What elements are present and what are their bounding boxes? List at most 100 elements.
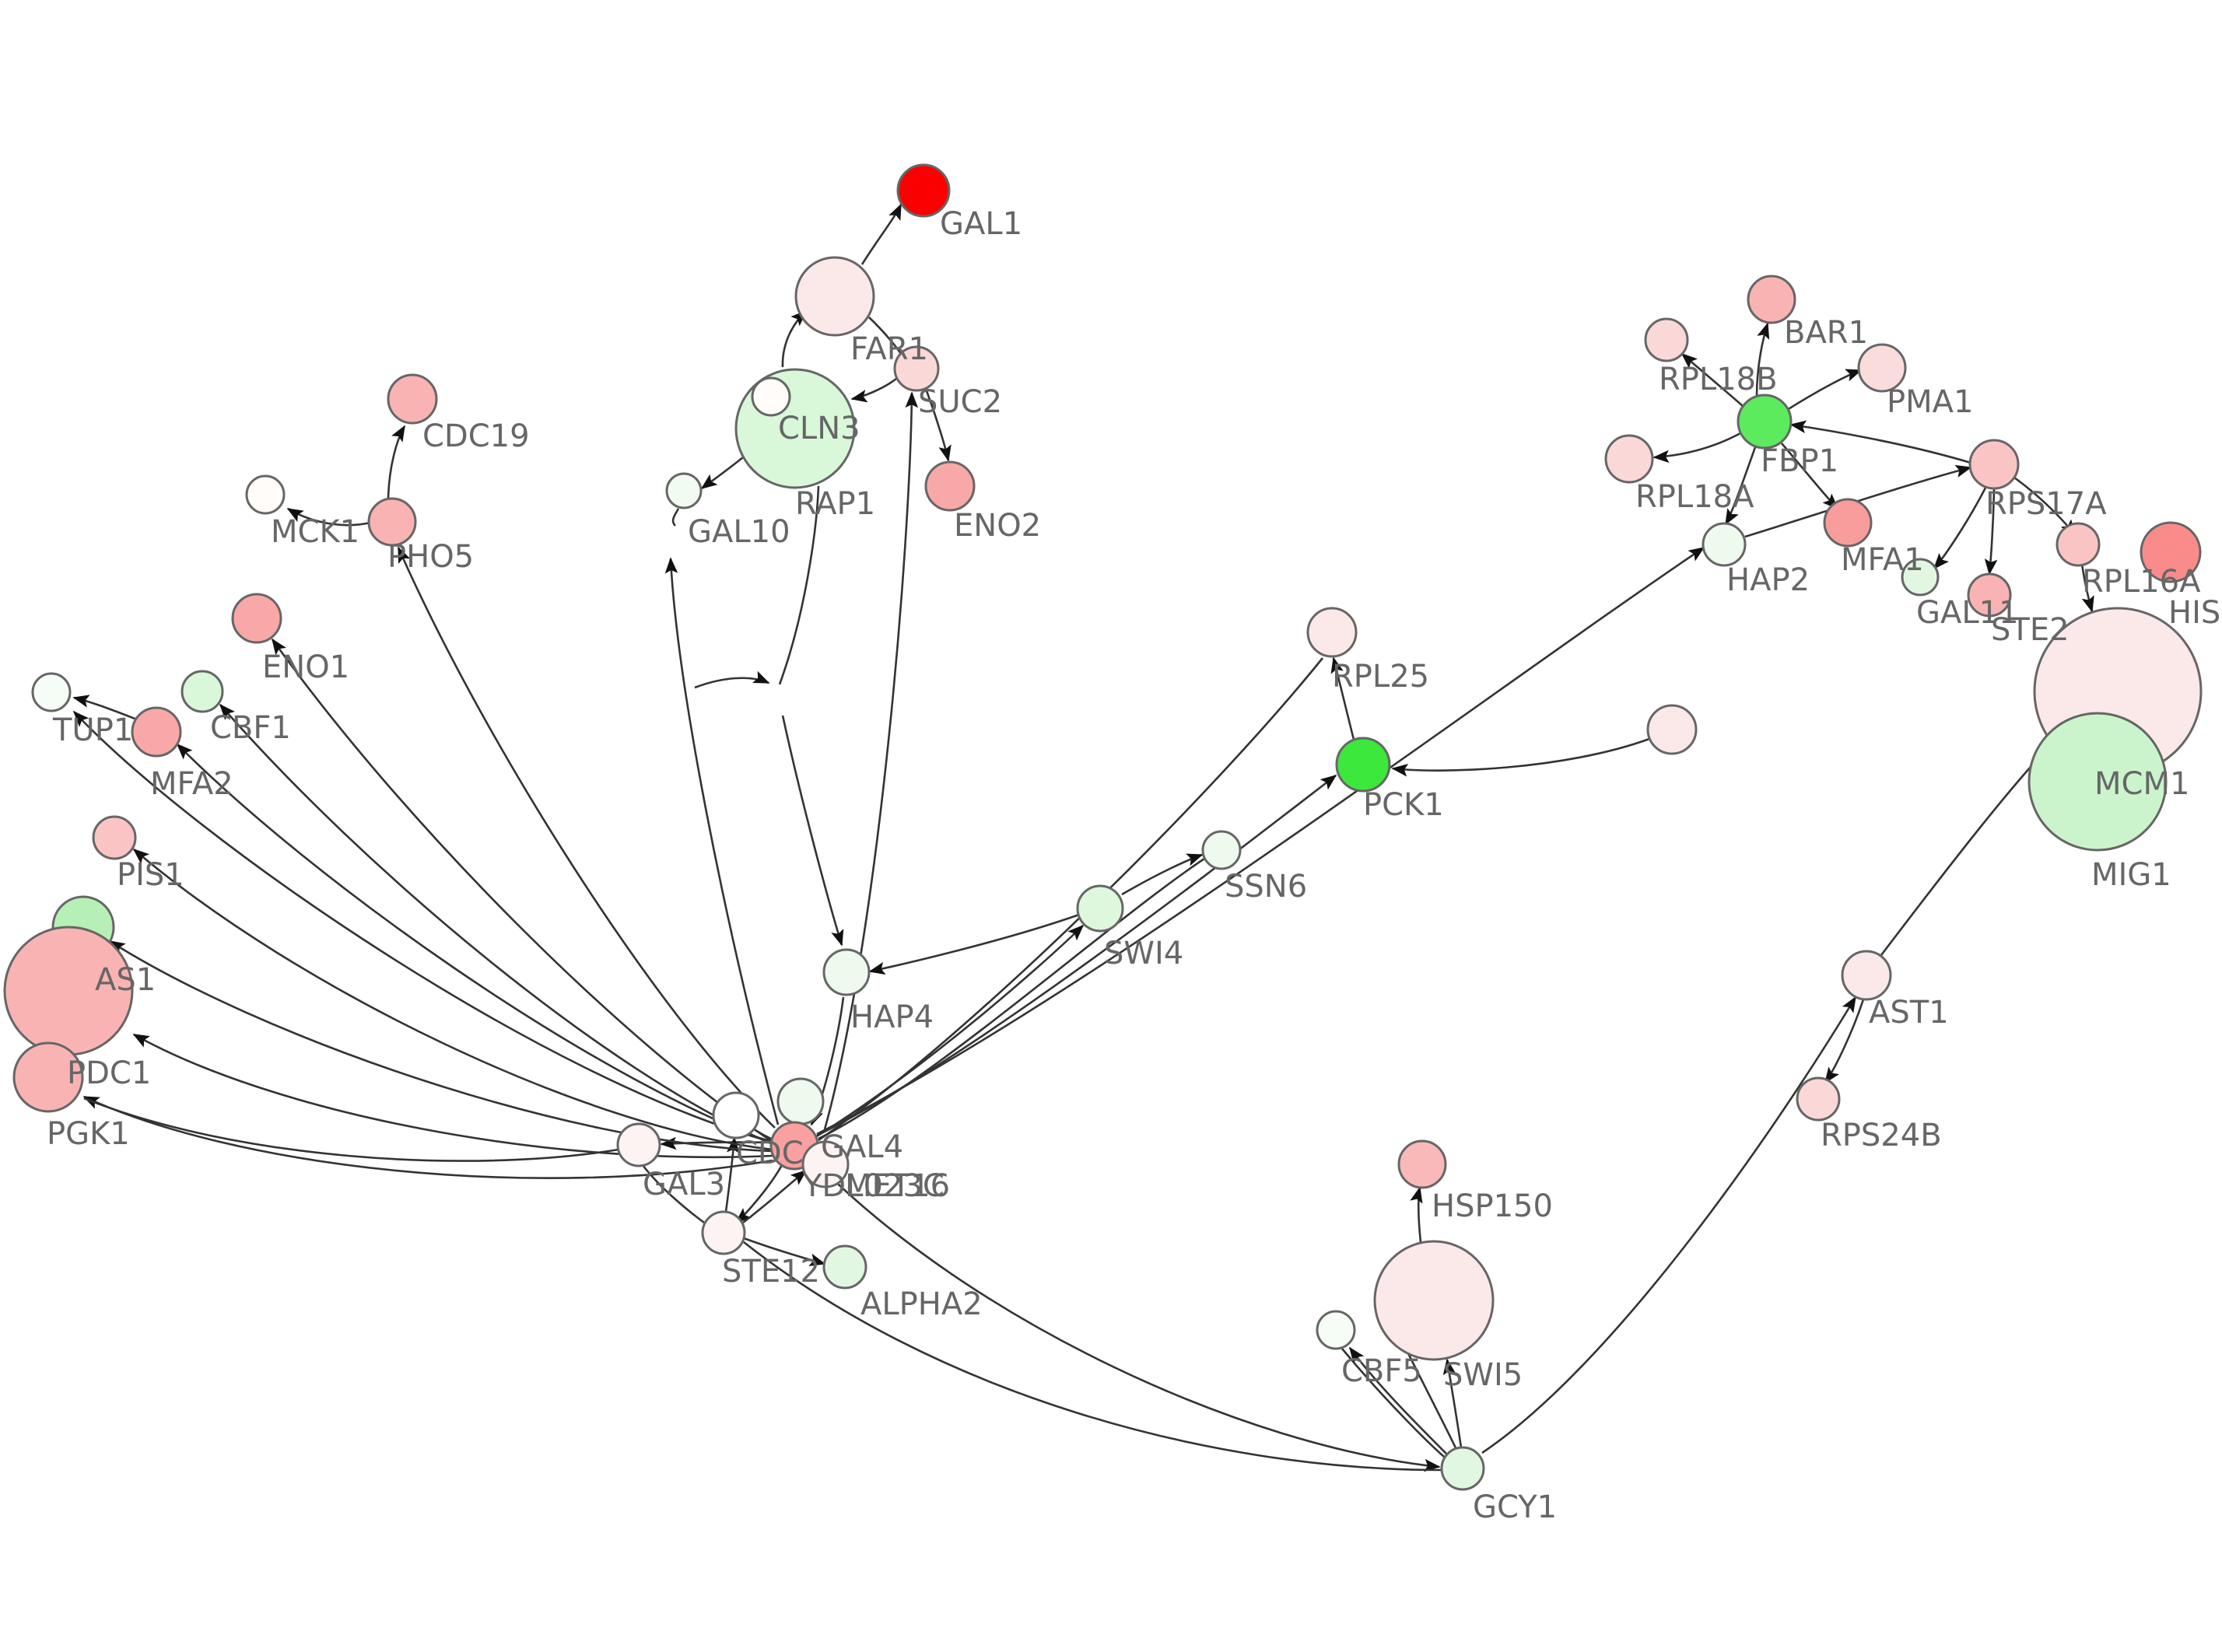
node-label-cbf5: CBF5 [1341,1353,1422,1389]
node-gal3[interactable] [616,1122,661,1167]
node-ast1_right[interactable] [1646,704,1698,755]
edge-far1-to-gal1 [860,203,902,265]
node-gal11[interactable] [1901,558,1940,597]
node-mfa1[interactable] [1823,498,1873,548]
edge-ast1_right-to-pck1 [1391,737,1650,777]
node-label-pdc1: PDC1 [67,1055,151,1091]
node-gcy1[interactable] [1440,1446,1485,1491]
node-cbf5[interactable] [1316,1310,1356,1350]
edge-gal4-to-pis1 [132,848,773,1151]
node-met16[interactable] [776,1077,825,1125]
node-label-cln3: CLN3 [778,411,860,446]
node-label-as1: AS1 [95,962,156,998]
edge-suc2-to-cln3 [850,377,897,403]
edges-layer [72,203,2094,1472]
node-ast1[interactable] [1841,950,1892,1001]
node-far1[interactable] [794,256,875,337]
node-gal1[interactable] [896,163,951,218]
node-mck1[interactable] [245,474,286,515]
node-label-pis1: PIS1 [117,857,184,893]
edge-swi4-to-ssn6 [1121,853,1204,896]
node-label-ste2: STE2 [1991,612,2070,648]
node-pma1[interactable] [1857,343,1907,393]
node-swi4[interactable] [1076,884,1124,933]
node-label-rpl16a: RPL16A [2082,564,2201,600]
edge-gal4-to-mfa2 [176,743,773,1145]
edge-gal80-to-mud2 [694,670,770,689]
node-rps24b[interactable] [1796,1076,1841,1122]
edge-ste12-to-alpha2 [743,1237,826,1266]
node-cbf1[interactable] [180,670,224,713]
edge-gal4-to-ssn6 [818,857,1205,1140]
node-alpha2[interactable] [822,1244,867,1290]
node-rpl25[interactable] [1306,607,1358,658]
node-rpl18b[interactable] [1644,317,1689,362]
node-rps17a[interactable] [1968,439,2020,490]
node-label-cdc: CDC [736,1136,804,1171]
node-label-met16: MET16 [845,1168,950,1204]
node-eno2[interactable] [924,460,976,512]
node-mfa2[interactable] [131,706,182,758]
edge-cln3-to-gal10 [700,456,744,490]
node-fbp1[interactable] [1737,394,1793,450]
edge-fbp1-to-bar1 [1755,322,1770,397]
node-hap4[interactable] [822,948,871,996]
edge-cbf5-to-gcy1 [1341,1348,1449,1462]
node-label-pck1: PCK1 [1363,787,1444,823]
node-ste12[interactable] [701,1210,746,1255]
edge-gcy1-to-cbf5 [1348,1346,1449,1457]
edge-mud2-to-hap4 [781,715,844,947]
node-label-rpl18a: RPL18A [1635,479,1754,515]
edge-mud2-to-cln3 [778,485,820,685]
edge-gal4-to-cbf1 [219,703,773,1146]
edge-ste12-to-gcy1 [743,1241,1442,1472]
node-label-suc2: SUC2 [918,384,1002,420]
node-rpl16a[interactable] [2056,522,2101,567]
node-label-gcy1: GCY1 [1473,1489,1557,1525]
node-cdc[interactable] [712,1091,760,1139]
edge-fbp1-to-rpl18a [1652,432,1741,464]
edge-fbp1-to-pma1 [1786,369,1863,411]
edge-pck1-to-rpl25 [1330,656,1355,740]
node-label-far1: FAR1 [850,331,928,367]
node-rpl18a[interactable] [1604,434,1654,484]
node-eno1[interactable] [231,593,282,644]
edge-fbp1-to-hap2 [1724,446,1757,526]
node-ydl023c[interactable] [801,1140,850,1188]
node-suc2[interactable] [893,345,940,392]
node-pho5[interactable] [367,497,417,547]
node-hsp150[interactable] [1397,1139,1447,1189]
node-cdc19[interactable] [387,373,438,425]
node-ssn6[interactable] [1201,830,1242,870]
node-hap2[interactable] [1702,522,1747,567]
node-his4[interactable] [2140,521,2202,583]
node-pis1[interactable] [92,815,137,860]
node-tup1[interactable] [31,672,72,712]
node-label-mig1: MIG1 [2091,857,2171,893]
node-pgk1[interactable] [12,1041,84,1113]
node-pck1[interactable] [1335,737,1391,793]
node-swi5[interactable] [1373,1240,1495,1361]
edge-gal4-to-eno1 [271,638,773,1143]
node-bar1[interactable] [1747,275,1796,324]
node-label-cbf1: CBF1 [210,710,291,746]
node-label-hap4: HAP4 [850,999,934,1035]
node-gal10[interactable] [665,472,703,509]
node-mig1[interactable] [2027,712,2168,852]
node-label-ast1: AST1 [1869,995,1949,1031]
edge-hap2-to-rps17a [1744,464,1972,538]
node-label-swi5: SWI5 [1443,1357,1523,1393]
node-label-hap2: HAP2 [1726,562,1810,598]
node-label-alpha2: ALPHA2 [860,1286,983,1322]
node-label-ste12: STE12 [722,1254,820,1290]
edge-ast1-to-rps24b [1824,999,1865,1084]
nodes-layer [3,163,2203,1491]
edge-gal4-to-gcy1 [813,1160,1441,1472]
edge-gcy1-to-ast1 [1481,996,1857,1454]
node-ste2[interactable] [1967,572,2012,618]
edge-fbp1-to-rpl18b [1681,352,1744,407]
edge-gal4-to-gal3 [660,1136,773,1150]
node-cln3_inner[interactable] [751,376,791,417]
